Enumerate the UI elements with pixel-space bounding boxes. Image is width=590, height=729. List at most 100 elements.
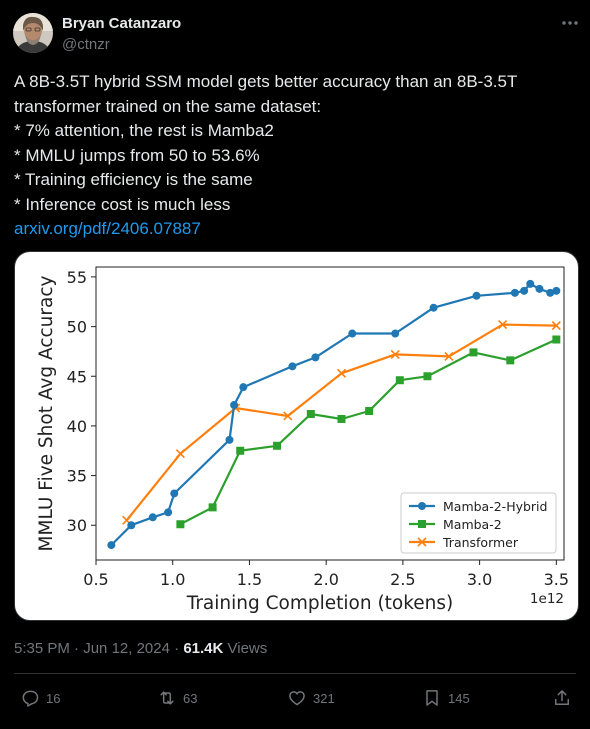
more-options-icon[interactable] — [559, 12, 581, 34]
x-tick-label: 2.0 — [313, 570, 338, 589]
legend-box — [400, 492, 557, 554]
data-point — [498, 320, 508, 330]
x-tick-label: 2.5 — [390, 570, 415, 589]
repost-button[interactable]: 63 — [157, 686, 197, 710]
data-point — [107, 541, 116, 550]
data-point — [417, 537, 427, 547]
data-point — [337, 414, 346, 423]
reply-icon — [22, 690, 39, 707]
like-button[interactable]: 321 — [287, 686, 335, 710]
y-tick-label: 30 — [67, 516, 87, 535]
data-point — [127, 521, 136, 530]
data-point — [239, 383, 248, 392]
data-point — [365, 407, 374, 416]
x-axis-multiplier: 1e12 — [530, 591, 564, 607]
data-point — [510, 288, 519, 297]
reply-count: 16 — [46, 690, 61, 706]
data-point — [395, 376, 404, 385]
data-point — [208, 503, 217, 512]
tweet-line: * Training efficiency is the same — [14, 170, 253, 189]
bookmark-button[interactable]: 145 — [422, 686, 470, 710]
series-line-mamba-2 — [179, 338, 557, 526]
x-tick-label: 0.5 — [83, 570, 108, 589]
data-point — [175, 449, 185, 459]
x-tick-label: 1.0 — [160, 570, 185, 589]
data-point — [230, 401, 239, 410]
data-point — [552, 335, 561, 344]
data-point — [390, 349, 400, 359]
data-point — [391, 329, 400, 338]
bookmark-count: 145 — [448, 690, 470, 706]
data-point — [418, 502, 426, 510]
tweet-meta: 5:35 PM · Jun 12, 2024 · 61.4K Views — [14, 640, 267, 657]
reply-button[interactable]: 16 — [20, 686, 60, 710]
y-tick-label: 45 — [67, 367, 87, 386]
data-point — [311, 353, 320, 362]
legend-label: Mamba-2-Hybrid — [443, 499, 547, 514]
repost-count: 63 — [183, 690, 198, 706]
tweet-line: A 8B-3.5T hybrid SSM model gets better a… — [14, 72, 518, 91]
share-button[interactable] — [552, 686, 578, 710]
share-icon — [555, 690, 569, 705]
x-tick-label: 1.5 — [237, 570, 262, 589]
like-count: 321 — [313, 690, 335, 706]
y-tick-label: 50 — [67, 318, 87, 337]
avatar-image — [13, 13, 53, 53]
data-point — [423, 372, 432, 381]
tweet-line: transformer trained on the same dataset: — [14, 96, 322, 116]
views-label: Views — [223, 640, 268, 657]
tweet-date[interactable]: Jun 12, 2024 — [83, 640, 170, 657]
data-point — [225, 435, 234, 444]
tweet-media-chart[interactable]: 0.5 1.0 1.5 2.0 2.5 3.0 3.5 30 35 40 45 50 55 Trainin… — [14, 251, 579, 621]
data-point — [535, 284, 544, 293]
divider — [14, 673, 576, 674]
data-point — [520, 286, 529, 295]
data-point — [506, 356, 515, 365]
data-point — [306, 409, 315, 418]
data-point — [148, 513, 157, 522]
data-point — [336, 368, 347, 378]
data-point — [429, 303, 438, 312]
data-point — [348, 329, 357, 338]
data-point — [418, 520, 426, 528]
data-point — [164, 508, 173, 517]
data-point — [273, 441, 282, 450]
x-tick-label: 3.0 — [467, 570, 492, 589]
plot-frame — [95, 266, 565, 561]
bookmark-icon — [426, 690, 438, 706]
data-point — [170, 489, 179, 498]
tweet-line: * Inference cost is much less — [14, 194, 231, 214]
repost-icon — [160, 691, 174, 705]
y-tick-label: 35 — [67, 467, 87, 486]
x-axis-label: Training Completion (tokens) — [186, 593, 454, 614]
y-tick-label: 40 — [67, 417, 87, 436]
y-axis-label: MMLU Five Shot Avg Accuracy — [36, 276, 57, 552]
data-point — [283, 411, 293, 421]
chart: 0.5 1.0 1.5 2.0 2.5 3.0 3.5 30 35 40 45 50 55 Trainin… — [36, 266, 569, 614]
data-point — [551, 321, 561, 331]
y-tick-label: 55 — [67, 268, 87, 287]
author-name[interactable]: Bryan Catanzaro — [62, 15, 182, 32]
data-point — [526, 279, 535, 288]
tweet-line: * MMLU jumps from 50 to 53.6% — [14, 145, 260, 165]
data-point — [552, 286, 561, 295]
data-point — [469, 348, 478, 357]
author-handle[interactable]: @ctnzr — [62, 36, 110, 53]
data-point — [176, 520, 185, 529]
tweet-text: A 8B-3.5T hybrid SSM model gets better a… — [14, 70, 576, 242]
data-point — [472, 291, 481, 300]
data-point — [444, 351, 454, 361]
tweet-link[interactable]: arxiv.org/pdf/2406.07887 — [14, 219, 201, 238]
x-tick-label: 3.5 — [544, 570, 569, 589]
data-point — [288, 362, 297, 371]
heart-icon — [289, 691, 305, 706]
meta-separator: · — [169, 640, 184, 657]
legend-label: Transformer — [442, 535, 519, 550]
data-point — [236, 446, 245, 455]
tweet-time[interactable]: 5:35 PM — [14, 640, 70, 657]
tweet-line: * 7% attention, the rest is Mamba2 — [14, 121, 274, 140]
avatar[interactable] — [13, 13, 53, 53]
views-count: 61.4K — [183, 640, 224, 657]
meta-separator: · — [69, 640, 84, 657]
